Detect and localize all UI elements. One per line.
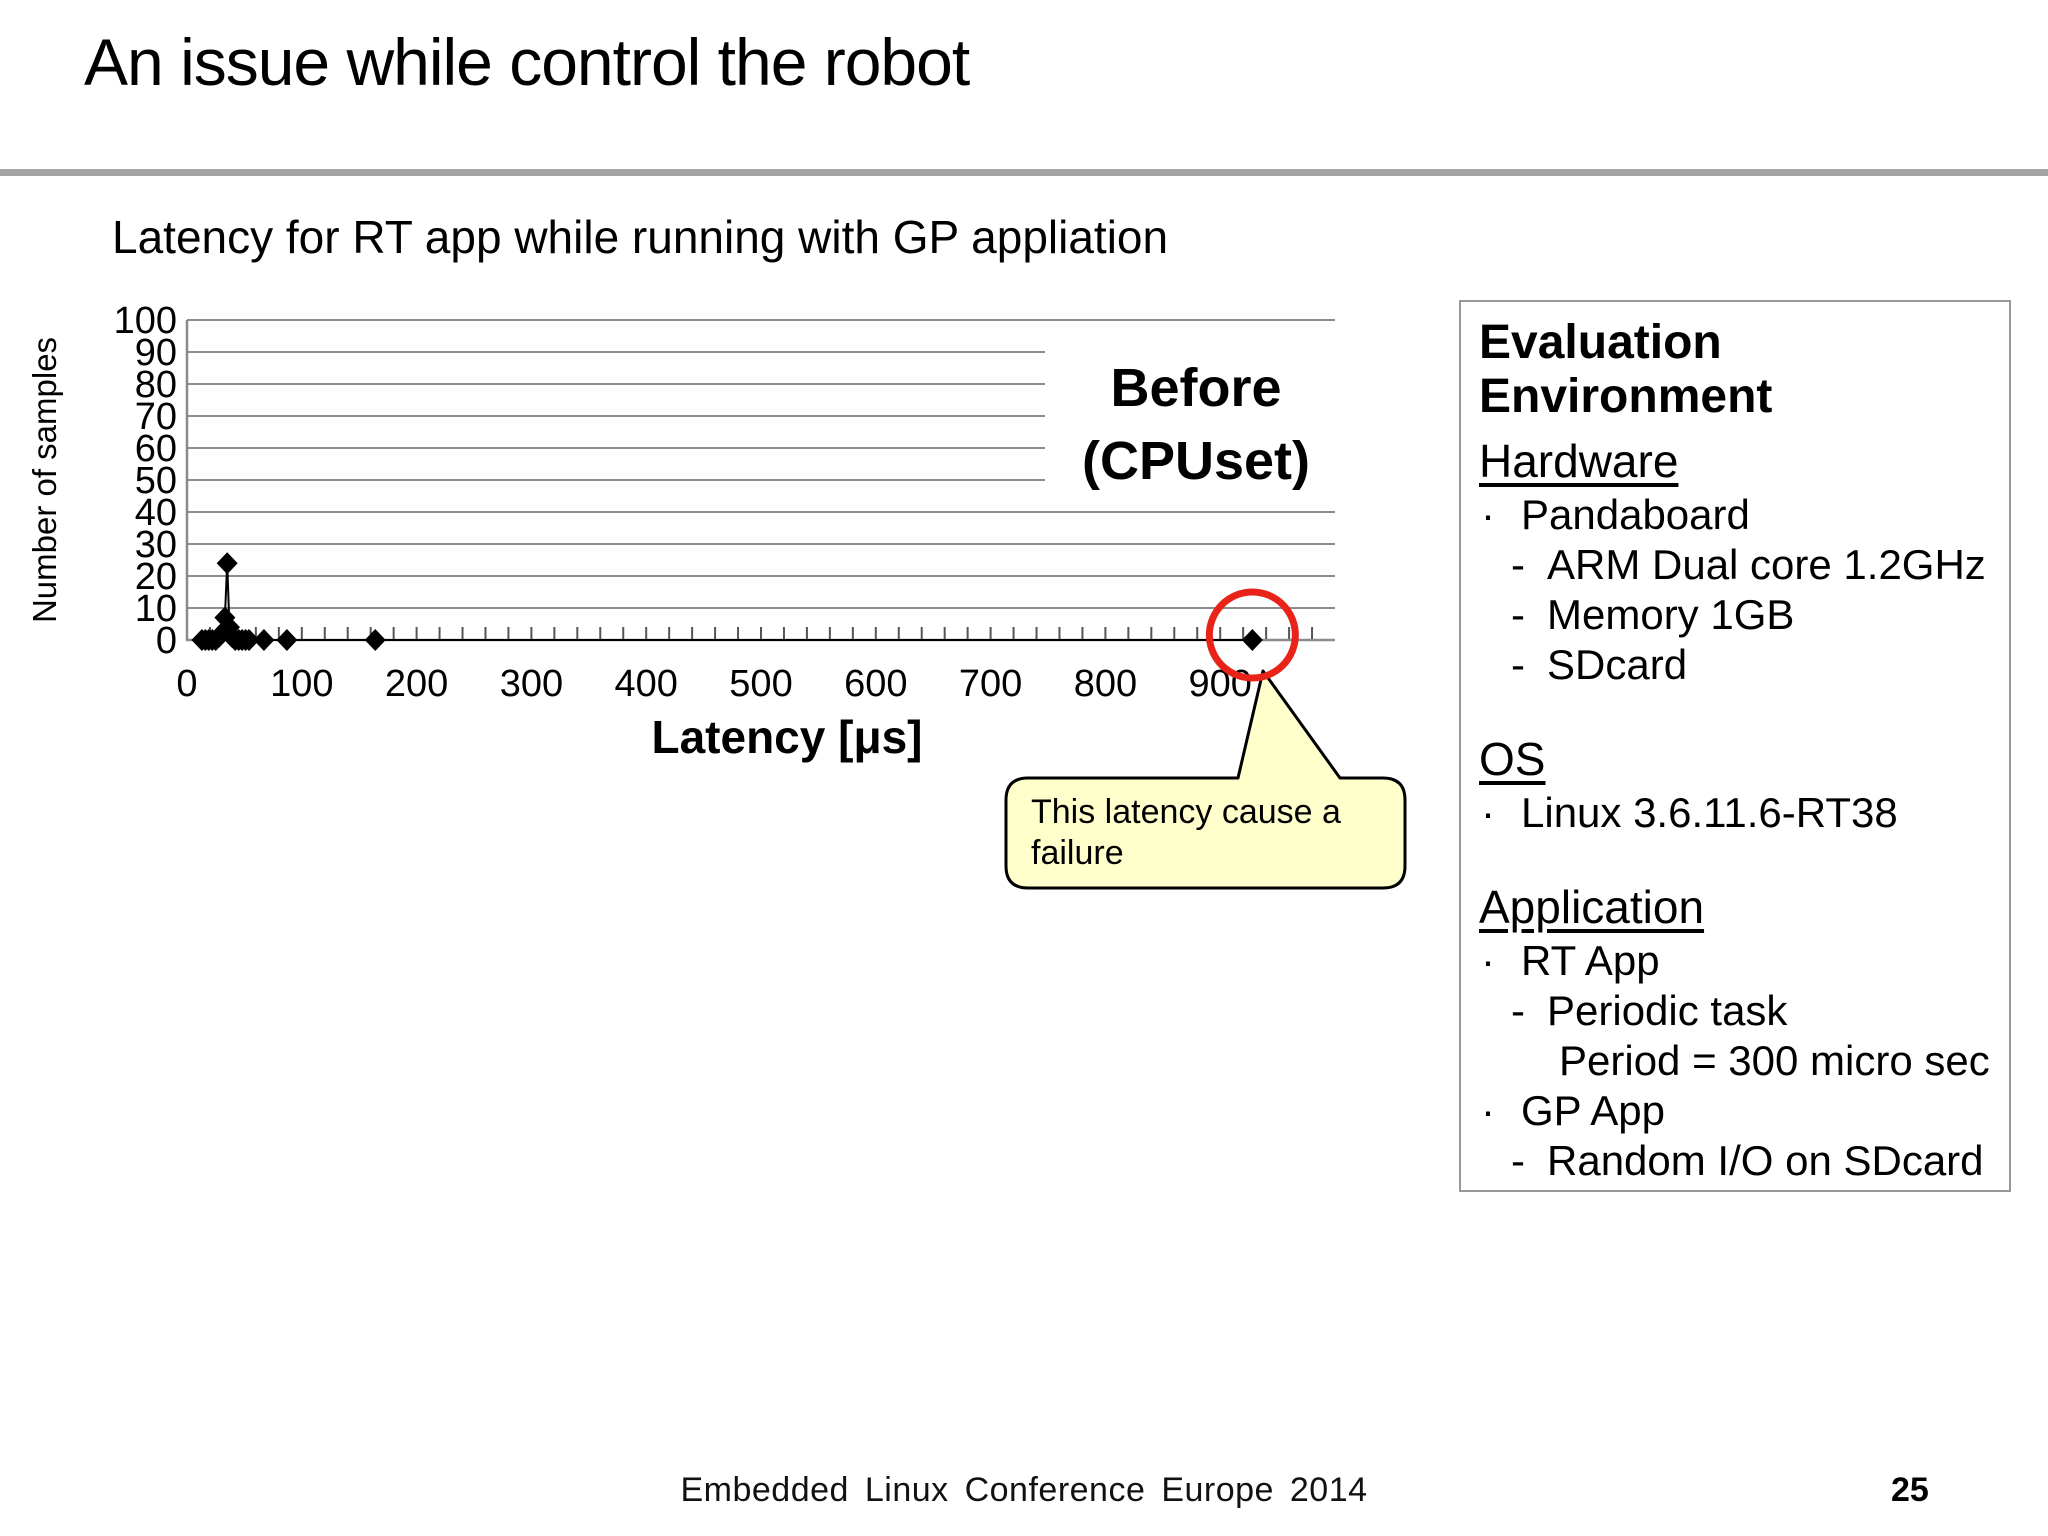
data-point	[231, 629, 253, 651]
panel-item: - Random I/O on SDcard	[1479, 1136, 1991, 1186]
bullet: ·	[1481, 491, 1495, 538]
panel-section-hardware: Hardware · Pandaboard - ARM Dual core 1.2GHz…	[1479, 432, 1991, 690]
chart-series-label: Before (CPUset)	[1045, 349, 1347, 502]
panel-item: · Pandaboard	[1479, 490, 1991, 540]
panel-item-text: Period = 300 micro sec	[1559, 1037, 1990, 1084]
y-tick-label: 80	[135, 364, 177, 406]
y-tick-label: 30	[135, 524, 177, 566]
panel-item-text: SDcard	[1547, 641, 1688, 688]
data-point	[218, 616, 240, 639]
x-tick-label: 0	[176, 663, 197, 705]
x-tick-label: 300	[500, 663, 563, 705]
bullet: -	[1511, 541, 1525, 588]
data-point	[191, 629, 213, 651]
section-heading: Hardware	[1479, 435, 1679, 487]
data-point	[253, 629, 275, 651]
data-point	[216, 552, 238, 575]
y-tick-label: 10	[135, 588, 177, 630]
y-tick-label: 70	[135, 396, 177, 438]
data-point	[235, 629, 257, 651]
panel-item: - Memory 1GB	[1479, 590, 1991, 640]
bullet: -	[1511, 987, 1525, 1034]
x-tick-label: 900	[1188, 663, 1251, 705]
y-tick-label: 20	[135, 556, 177, 598]
panel-title: Evaluation Environment	[1479, 316, 1773, 423]
page-title: An issue while control the robot	[84, 25, 970, 99]
page-number: 25	[1891, 1471, 1929, 1509]
chart-title: Latency for RT app while running with GP…	[112, 211, 1169, 263]
section-heading: Application	[1479, 881, 1705, 933]
highlight-circle	[1205, 588, 1299, 682]
panel-section-application: Application · RT App - Periodic task Period =…	[1479, 878, 1991, 1186]
data-point	[221, 625, 243, 648]
panel-item-text: ARM Dual core 1.2GHz	[1547, 541, 1986, 588]
section-heading: OS	[1479, 733, 1546, 785]
data-point	[210, 622, 232, 645]
x-axis-title: Latency [μs]	[652, 711, 923, 763]
chart-series-label-line2: (CPUset)	[1081, 431, 1311, 491]
y-tick-label: 100	[114, 300, 177, 342]
chart-series-label-line1: Before	[1110, 358, 1282, 418]
bullet: -	[1511, 641, 1525, 688]
y-tick-label: 50	[135, 460, 177, 502]
panel-item: Period = 300 micro sec	[1479, 1036, 1991, 1086]
x-tick-label: 600	[844, 663, 907, 705]
y-tick-label: 40	[135, 492, 177, 534]
panel-item: - ARM Dual core 1.2GHz	[1479, 540, 1991, 590]
data-point	[228, 629, 250, 651]
bullet: ·	[1481, 1087, 1495, 1134]
data-point	[201, 629, 223, 651]
panel-item-text: Pandaboard	[1521, 491, 1750, 538]
x-tick-label: 400	[614, 663, 677, 705]
data-point	[238, 629, 260, 651]
panel-item-text: Random I/O on SDcard	[1547, 1137, 1984, 1184]
x-tick-label: 200	[385, 663, 448, 705]
data-point	[364, 629, 386, 651]
data-point	[198, 629, 220, 651]
panel-item: - SDcard	[1479, 640, 1991, 690]
callout-line2: failure	[1031, 834, 1124, 872]
data-point	[208, 625, 230, 648]
y-axis-title: Number of samples	[26, 337, 63, 623]
data-point	[194, 629, 216, 651]
x-tick-label: 100	[270, 663, 333, 705]
bullet: ·	[1481, 789, 1495, 836]
data-point	[276, 629, 298, 651]
y-tick-label: 0	[156, 620, 177, 662]
panel-item: · RT App	[1479, 936, 1991, 986]
panel-item: · GP App	[1479, 1086, 1991, 1136]
series-line	[201, 563, 1253, 641]
y-tick-label: 60	[135, 428, 177, 470]
data-point	[205, 629, 227, 651]
evaluation-panel: Evaluation Environment Hardware · Pandaboa…	[1459, 300, 2011, 1192]
x-tick-label: 500	[729, 663, 792, 705]
bullet: ·	[1481, 937, 1495, 984]
panel-item-text: Memory 1GB	[1547, 591, 1795, 638]
panel-item-text: RT App	[1521, 937, 1660, 984]
callout-text: This latency cause a failure	[1031, 792, 1341, 874]
bullet: -	[1511, 591, 1525, 638]
x-tick-label: 700	[959, 663, 1022, 705]
callout-line1: This latency cause a	[1031, 793, 1341, 831]
panel-item: - Periodic task	[1479, 986, 1991, 1036]
title-divider	[0, 169, 2048, 176]
data-point	[224, 629, 246, 651]
panel-item-text: Linux 3.6.11.6-RT38	[1521, 789, 1898, 836]
data-point	[1241, 629, 1263, 651]
data-point	[214, 606, 236, 629]
x-tick-label: 800	[1074, 663, 1137, 705]
bullet: -	[1511, 1137, 1525, 1184]
panel-item-text: GP App	[1521, 1087, 1666, 1134]
footer-text: Embedded Linux Conference Europe 2014	[680, 1471, 1368, 1509]
panel-sections: Hardware · Pandaboard - ARM Dual core 1.2GHz…	[1479, 432, 1991, 1186]
panel-item: · Linux 3.6.11.6-RT38	[1479, 788, 1991, 838]
y-tick-label: 90	[135, 332, 177, 374]
panel-item-text: Periodic task	[1547, 987, 1788, 1034]
panel-section-os: OS · Linux 3.6.11.6-RT38	[1479, 730, 1991, 838]
